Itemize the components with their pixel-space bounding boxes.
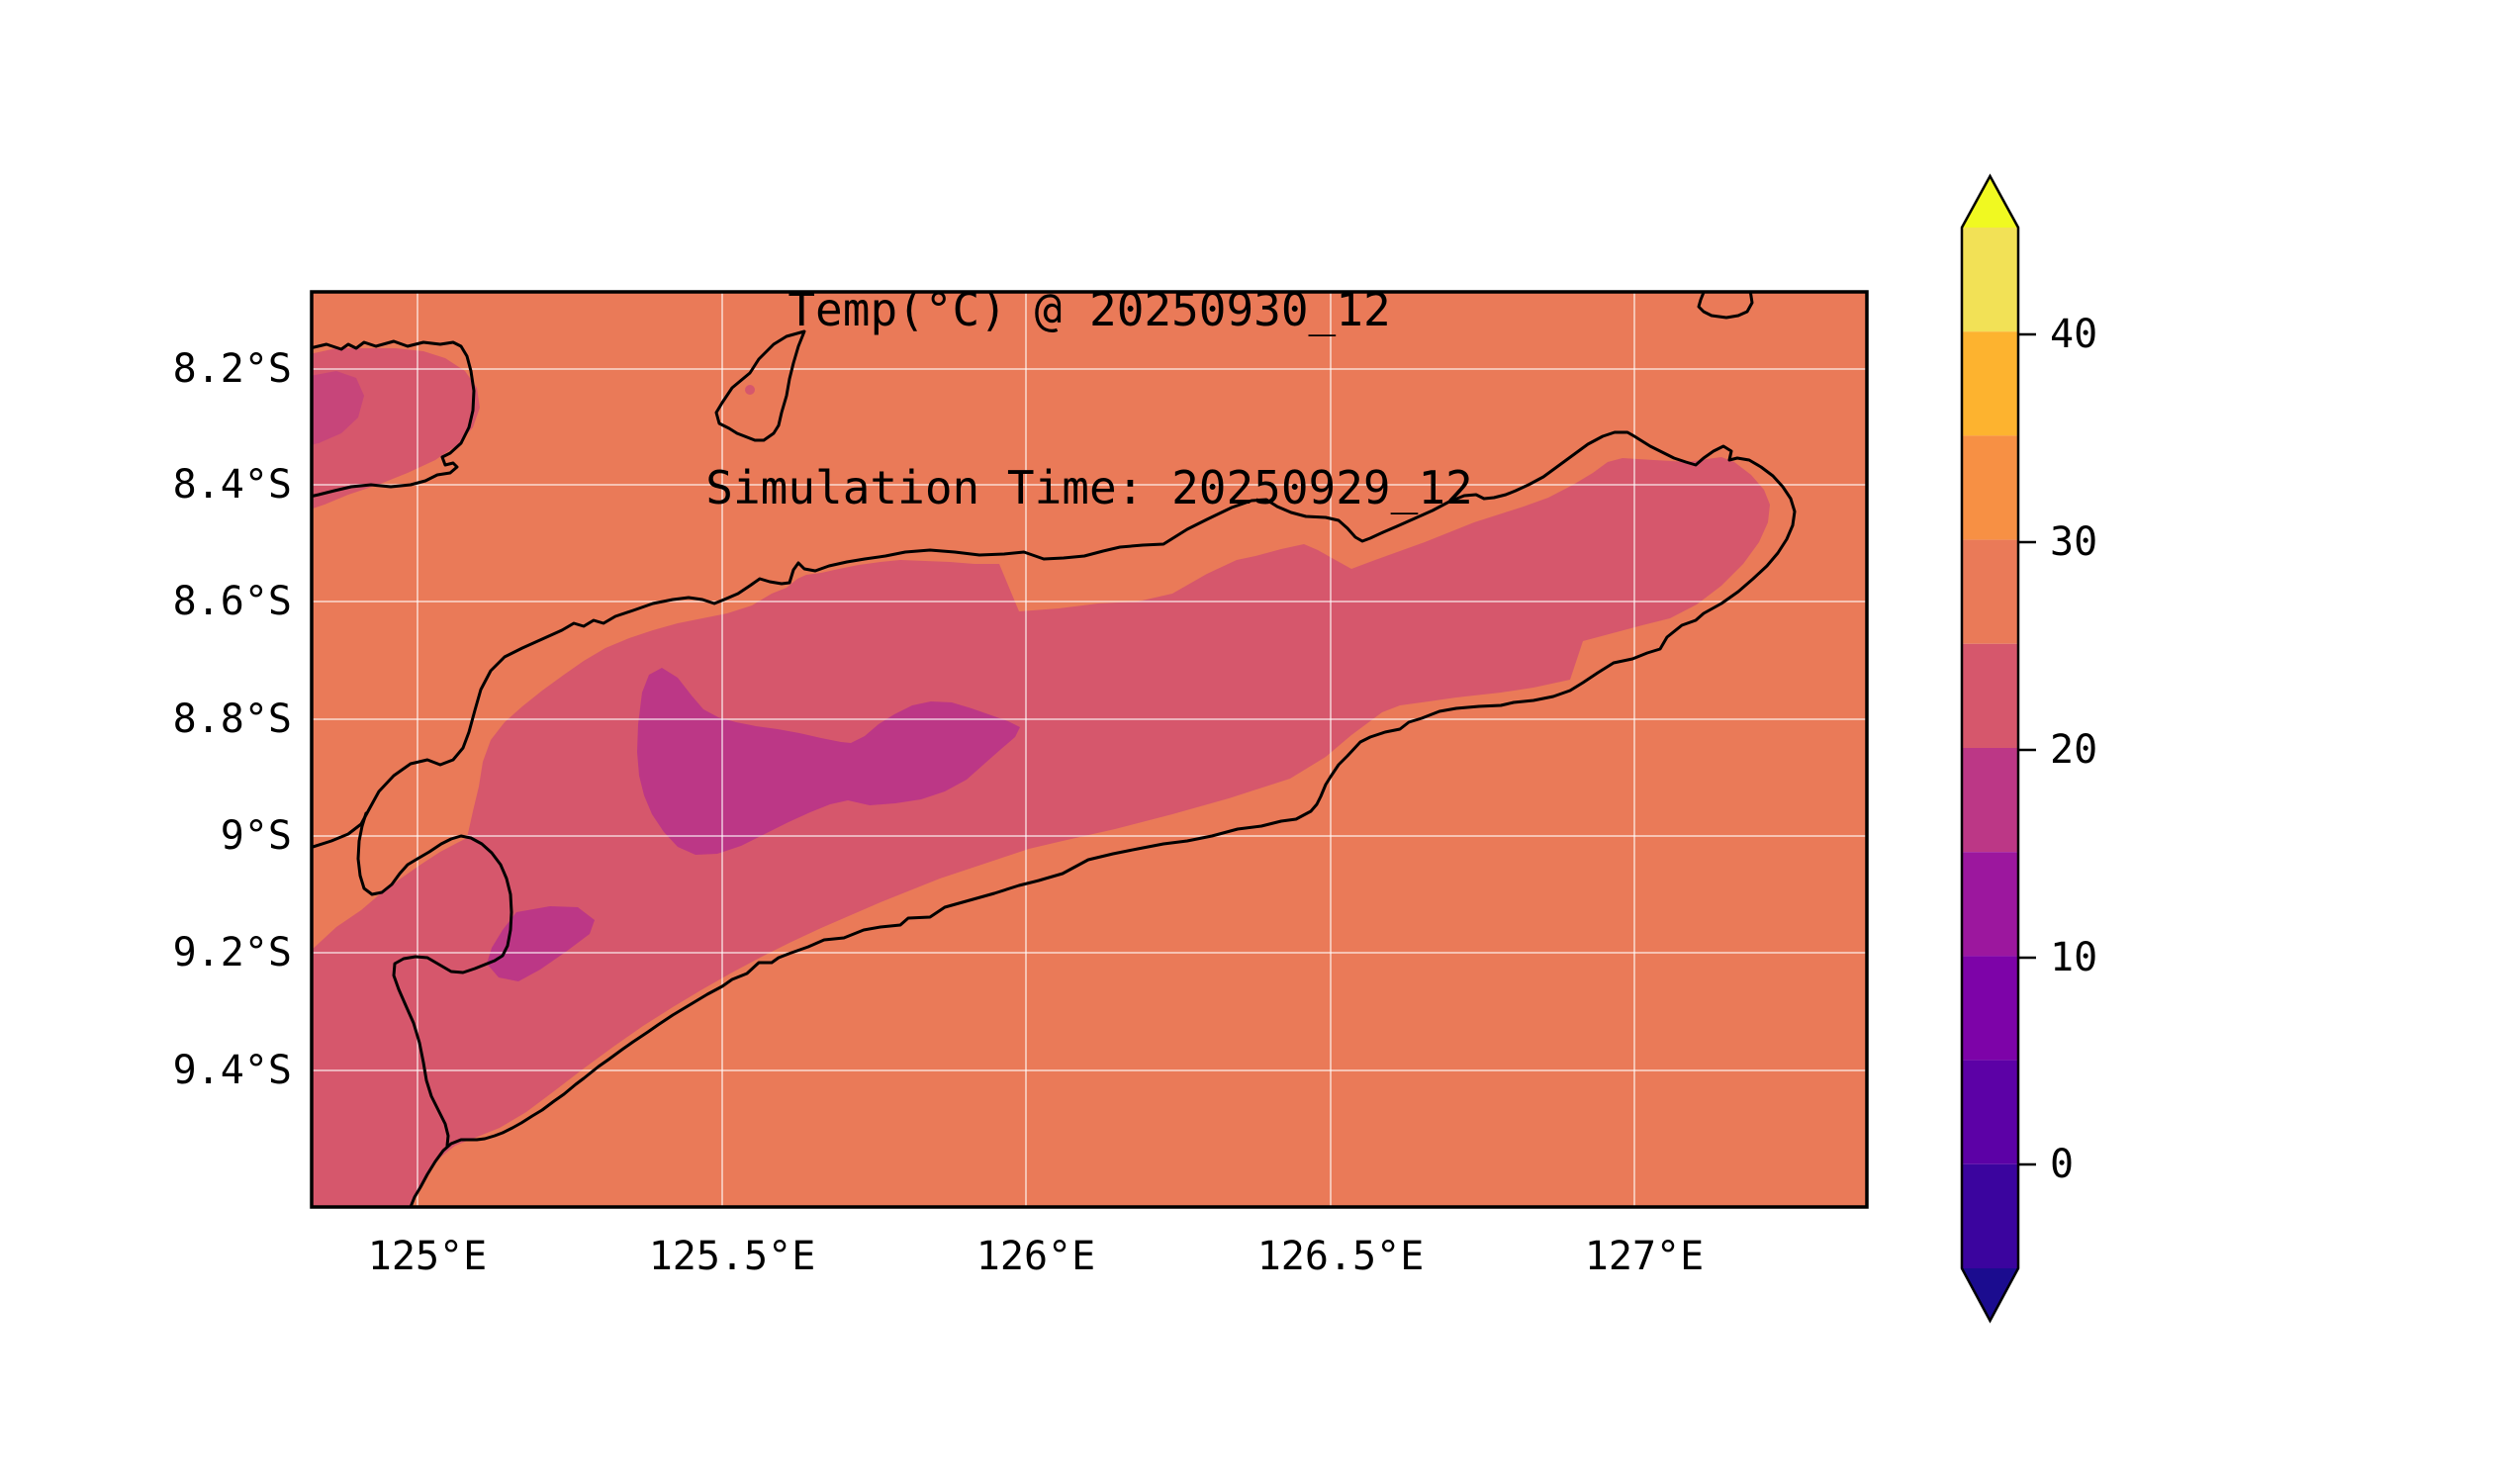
y-tick-8.2s: 8.2°S [172,346,292,392]
temp-dot-atauro [745,385,755,395]
colorbar-band-30-35 [1962,435,2018,540]
cb-tick-0: 0 [2050,1142,2075,1187]
cb-tick-30: 30 [2050,519,2098,565]
y-tick-9.4s: 9.4°S [172,1048,292,1093]
x-tick-126e: 126°E [975,1234,1096,1279]
map-area [312,292,1867,1207]
coastline-inlet [356,811,513,1148]
cb-tick-20: 20 [2050,727,2098,773]
plot-title-line1: Temp(°C) @ 20250930_12 [788,283,1391,336]
coastline-kisar [1697,292,1754,320]
colorbar-tick-marks [2018,332,2036,1166]
colorbar-outline [1960,173,2020,1324]
colorbar-band-5-10 [1962,956,2018,1061]
colorbar [1960,173,2036,1324]
x-tick-125e: 125°E [367,1234,488,1279]
y-tick-8.6s: 8.6°S [172,579,292,624]
coastlines [312,292,1797,1207]
colorbar-extend-over [1962,176,2018,228]
colorbar-band-n5-0 [1962,1163,2018,1268]
colorbar-extend-under [1962,1268,2018,1321]
x-tick-125.5e: 125.5°E [648,1234,816,1279]
plot-frame [310,290,1869,1209]
colorbar-band-25-30 [1962,539,2018,644]
colorbar-band-40-45 [1962,228,2018,332]
colorbar-band-10-15 [1962,852,2018,957]
cb-tick-10: 10 [2050,935,2098,980]
colorbar-band-15-20 [1962,748,2018,853]
temp-band-island-20-25 [312,457,1770,1207]
coastline-atauro [714,329,806,442]
temp-band-highlands-15-20 [637,668,1020,855]
y-tick-9.2s: 9.2°S [172,930,292,975]
colorbar-band-0-5 [1962,1060,2018,1164]
coastline-alor [312,339,476,499]
graticule-gridlines [312,292,1867,1207]
colorbar-band-35-40 [1962,331,2018,436]
y-tick-8.4s: 8.4°S [172,462,292,508]
plot-title: Temp(°C) @ 20250930_12 Simulation Time: … [312,161,1867,636]
y-tick-8.8s: 8.8°S [172,696,292,742]
y-tick-9s: 9°S [220,813,292,859]
x-tick-126.5e: 126.5°E [1256,1234,1425,1279]
colorbar-band-20-25 [1962,643,2018,748]
x-tick-127e: 127°E [1584,1234,1705,1279]
temp-band-alor-core [312,371,364,445]
coastline-timor [312,430,1797,1207]
cb-tick-40: 40 [2050,312,2098,357]
temp-band-patch-15-20 [487,906,595,981]
plot-title-line2: Simulation Time: 20250929_12 [705,461,1473,514]
